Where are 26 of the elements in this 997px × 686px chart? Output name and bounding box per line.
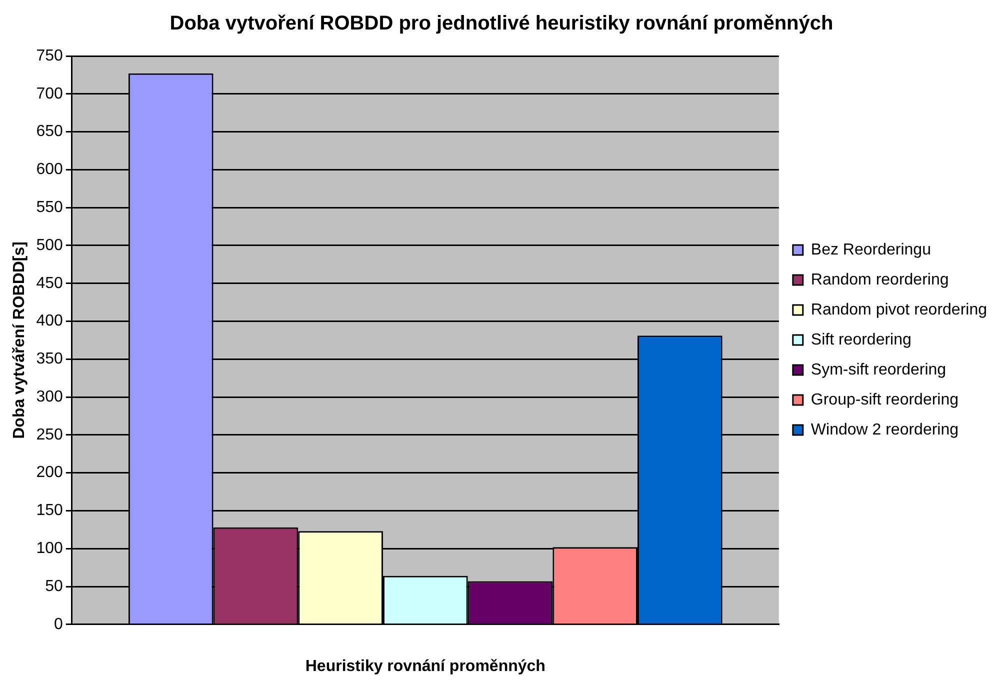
y-tick-label: 650	[36, 123, 63, 140]
y-tick-label: 700	[36, 85, 63, 102]
x-axis-title: Heuristiky rovnání proměnných	[305, 658, 546, 675]
legend-label: Bez Reorderingu	[810, 241, 931, 258]
y-tick-label: 400	[36, 312, 63, 330]
legend-label: Random reordering	[810, 271, 949, 288]
y-tick-label: 50	[45, 578, 63, 595]
y-tick-label: 600	[36, 161, 63, 178]
y-tick-label: 550	[36, 198, 63, 216]
y-tick-label: 100	[36, 540, 63, 558]
y-tick-label: 350	[36, 350, 63, 368]
legend-label: Window 2 reordering	[810, 421, 959, 438]
y-tick-label: 0	[54, 616, 63, 633]
y-tick-label: 450	[36, 274, 63, 292]
chart-title: Doba vytvoření ROBDD pro jednotlivé heuristiky rovnání proměnných	[170, 12, 834, 35]
y-tick-label: 300	[36, 388, 63, 406]
y-tick-label: 150	[36, 502, 63, 520]
y-axis-title: Doba vytváření ROBDD[s]	[11, 242, 28, 439]
legend-label: Group-sift reordering	[810, 391, 959, 408]
legend-label: Random pivot reordering	[810, 301, 987, 318]
legend-label: Sift reordering	[810, 331, 912, 348]
y-tick-label: 750	[36, 47, 63, 64]
y-tick-label: 200	[36, 464, 63, 482]
y-tick-label: 500	[36, 236, 63, 254]
legend-label: Sym-sift reordering	[810, 361, 946, 378]
y-tick-label: 250	[36, 426, 63, 444]
